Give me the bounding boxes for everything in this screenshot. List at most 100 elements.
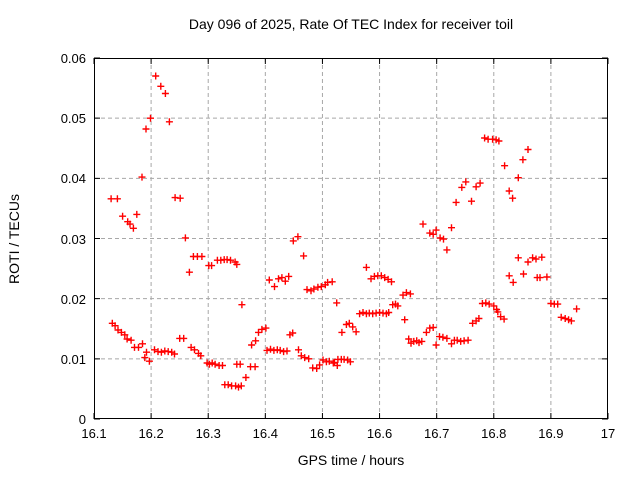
data-point-marker — [538, 253, 546, 261]
data-point-marker — [211, 360, 219, 368]
data-point-marker — [567, 317, 575, 325]
data-point-marker — [388, 278, 395, 286]
data-point-marker — [448, 340, 455, 348]
data-point-marker — [275, 275, 282, 283]
data-point-marker — [325, 357, 333, 365]
data-point-marker — [462, 178, 470, 186]
x-tick-label: 16.5 — [309, 426, 336, 441]
data-point-marker — [443, 246, 451, 254]
grid-lines — [94, 58, 608, 419]
x-tick-label: 16.2 — [138, 426, 164, 441]
data-point-marker — [135, 343, 142, 351]
data-point-marker — [495, 137, 503, 145]
data-point-marker — [536, 274, 544, 282]
y-tick-label: 0.05 — [60, 111, 86, 127]
data-point-marker — [333, 299, 341, 307]
data-point-marker — [263, 346, 271, 354]
data-point-marker — [468, 197, 475, 205]
data-point-marker — [349, 323, 357, 331]
data-point-marker — [303, 286, 311, 294]
data-point-marker — [208, 262, 216, 270]
data-point-marker — [464, 336, 472, 344]
x-tick-label: 16.6 — [366, 426, 393, 441]
data-point-marker — [418, 337, 426, 345]
data-point-marker — [161, 90, 169, 97]
data-point-marker — [191, 346, 198, 354]
y-tick-label: 0 — [78, 412, 86, 427]
data-point-marker — [453, 336, 461, 344]
x-tick-label: 17 — [600, 426, 616, 441]
data-point-marker — [481, 134, 489, 142]
data-point-marker — [165, 118, 173, 126]
data-point-marker — [543, 273, 551, 281]
data-point-marker — [505, 272, 513, 280]
data-point-marker — [514, 174, 522, 182]
data-point-marker — [224, 381, 232, 389]
data-point-marker — [281, 277, 289, 285]
plot-frame — [94, 58, 608, 419]
x-tick-label: 16.4 — [252, 426, 278, 441]
data-point-marker — [294, 233, 302, 241]
x-tick-label: 16.1 — [81, 426, 107, 441]
data-point-marker — [328, 278, 336, 286]
data-point-marker — [520, 270, 527, 278]
data-point-marker — [300, 252, 308, 260]
data-point-marker — [181, 234, 189, 242]
data-point-marker — [276, 346, 284, 354]
data-point-marker — [475, 315, 483, 322]
x-axis-label: GPS time / hours — [297, 452, 405, 468]
data-point-marker — [251, 363, 259, 371]
data-point-marker — [242, 374, 250, 381]
data-point-marker — [145, 357, 153, 365]
data-point-marker — [509, 278, 517, 286]
data-point-marker — [406, 290, 414, 298]
data-point-marker — [345, 319, 353, 327]
data-point-marker — [129, 224, 137, 232]
data-point-marker — [283, 347, 291, 355]
y-tick-label: 0.06 — [60, 51, 86, 66]
data-point-marker — [338, 328, 346, 336]
data-point-marker — [452, 198, 460, 206]
data-point-marker — [557, 313, 565, 321]
data-points — [107, 72, 581, 391]
data-point-marker — [305, 355, 313, 363]
data-point-marker — [262, 324, 270, 332]
data-point-marker — [519, 156, 527, 164]
data-point-marker — [436, 234, 444, 242]
data-point-marker — [524, 258, 532, 266]
data-point-marker — [385, 309, 393, 316]
data-point-marker — [346, 358, 354, 366]
data-point-marker — [157, 82, 165, 90]
data-point-marker — [405, 335, 413, 343]
x-tick-label: 16.3 — [195, 426, 221, 441]
x-tick-label: 16.8 — [481, 426, 507, 441]
data-point-marker — [316, 361, 324, 369]
data-point-marker — [429, 230, 437, 238]
data-point-marker — [448, 224, 455, 232]
data-point-marker — [426, 229, 434, 237]
data-point-marker — [394, 302, 402, 310]
data-point-marker — [500, 315, 508, 323]
data-point-marker — [301, 354, 309, 362]
data-point-marker — [157, 348, 165, 356]
data-point-marker — [505, 187, 513, 195]
data-point-marker — [138, 173, 146, 181]
data-point-marker — [289, 237, 297, 245]
data-point-marker — [139, 340, 146, 348]
data-point-marker — [482, 299, 490, 307]
data-point-marker — [524, 146, 532, 153]
x-tick-label: 16.7 — [424, 426, 450, 441]
data-point-marker — [458, 183, 466, 191]
data-point-marker — [514, 254, 522, 262]
data-point-marker — [422, 328, 430, 336]
data-point-marker — [152, 72, 160, 80]
x-tick-label: 16.9 — [538, 426, 564, 441]
data-point-marker — [554, 300, 562, 308]
data-point-marker — [267, 345, 274, 353]
data-point-marker — [509, 194, 517, 202]
data-point-marker — [310, 285, 318, 293]
data-point-marker — [111, 322, 119, 330]
data-point-marker — [119, 212, 127, 220]
